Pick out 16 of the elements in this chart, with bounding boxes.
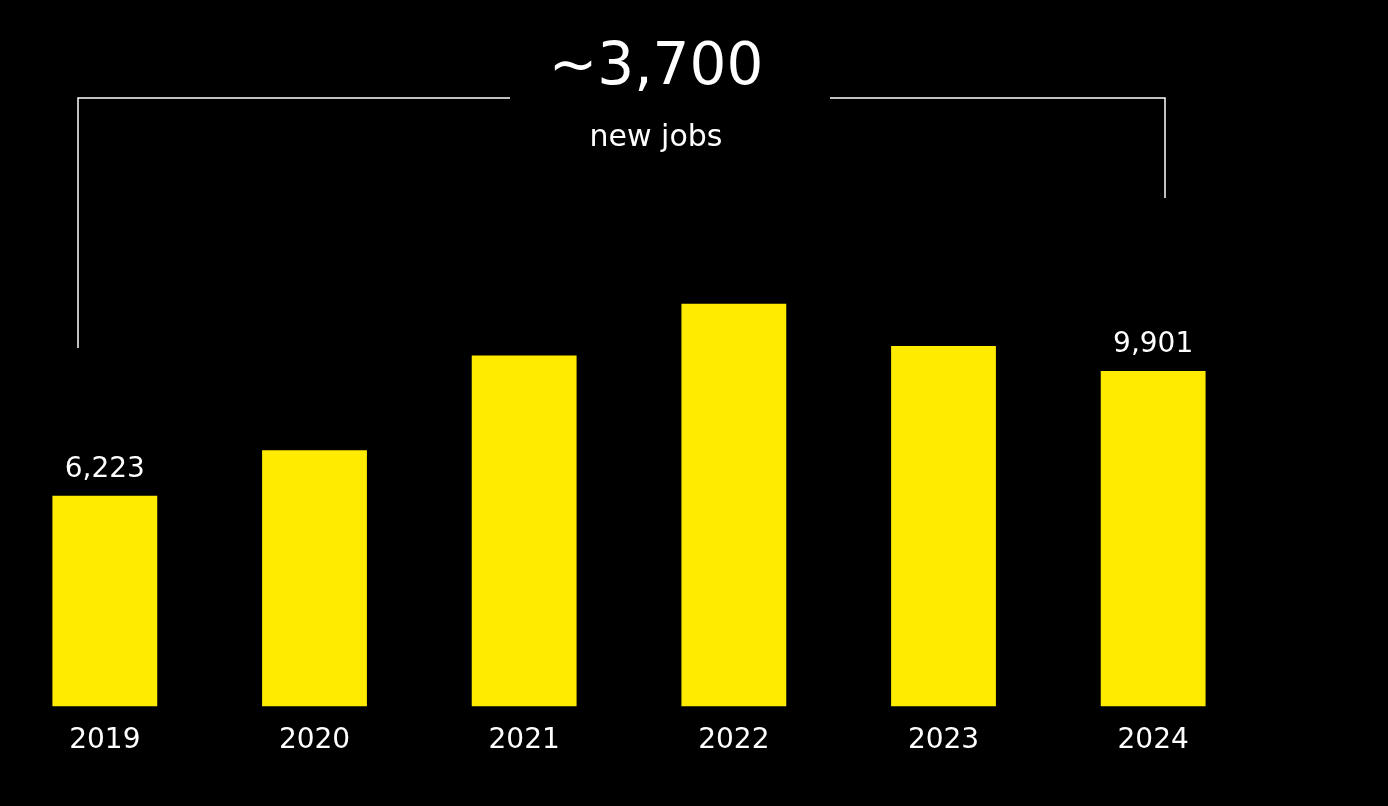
x-tick-label: 2021 — [488, 722, 560, 756]
x-tick-label: 2023 — [907, 722, 980, 756]
x-tick-label: 2022 — [698, 722, 770, 756]
text: ~3,700 — [547, 30, 765, 98]
bar — [681, 303, 787, 707]
bar — [52, 495, 158, 707]
text: new jobs — [588, 118, 724, 153]
x-tick-label: 2019 — [69, 722, 141, 756]
data-label: 9,901 — [1113, 326, 1194, 360]
x-tick-label: 2024 — [1117, 722, 1189, 756]
bar — [471, 355, 577, 707]
bar — [1100, 371, 1206, 707]
bar — [891, 346, 996, 707]
data-label: 6,223 — [64, 450, 145, 484]
bar — [262, 450, 367, 707]
x-tick-label: 2020 — [278, 722, 351, 756]
